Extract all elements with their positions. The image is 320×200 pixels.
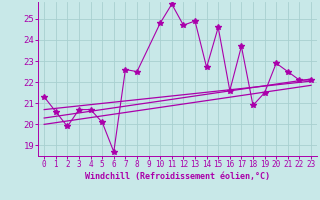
X-axis label: Windchill (Refroidissement éolien,°C): Windchill (Refroidissement éolien,°C) <box>85 172 270 181</box>
